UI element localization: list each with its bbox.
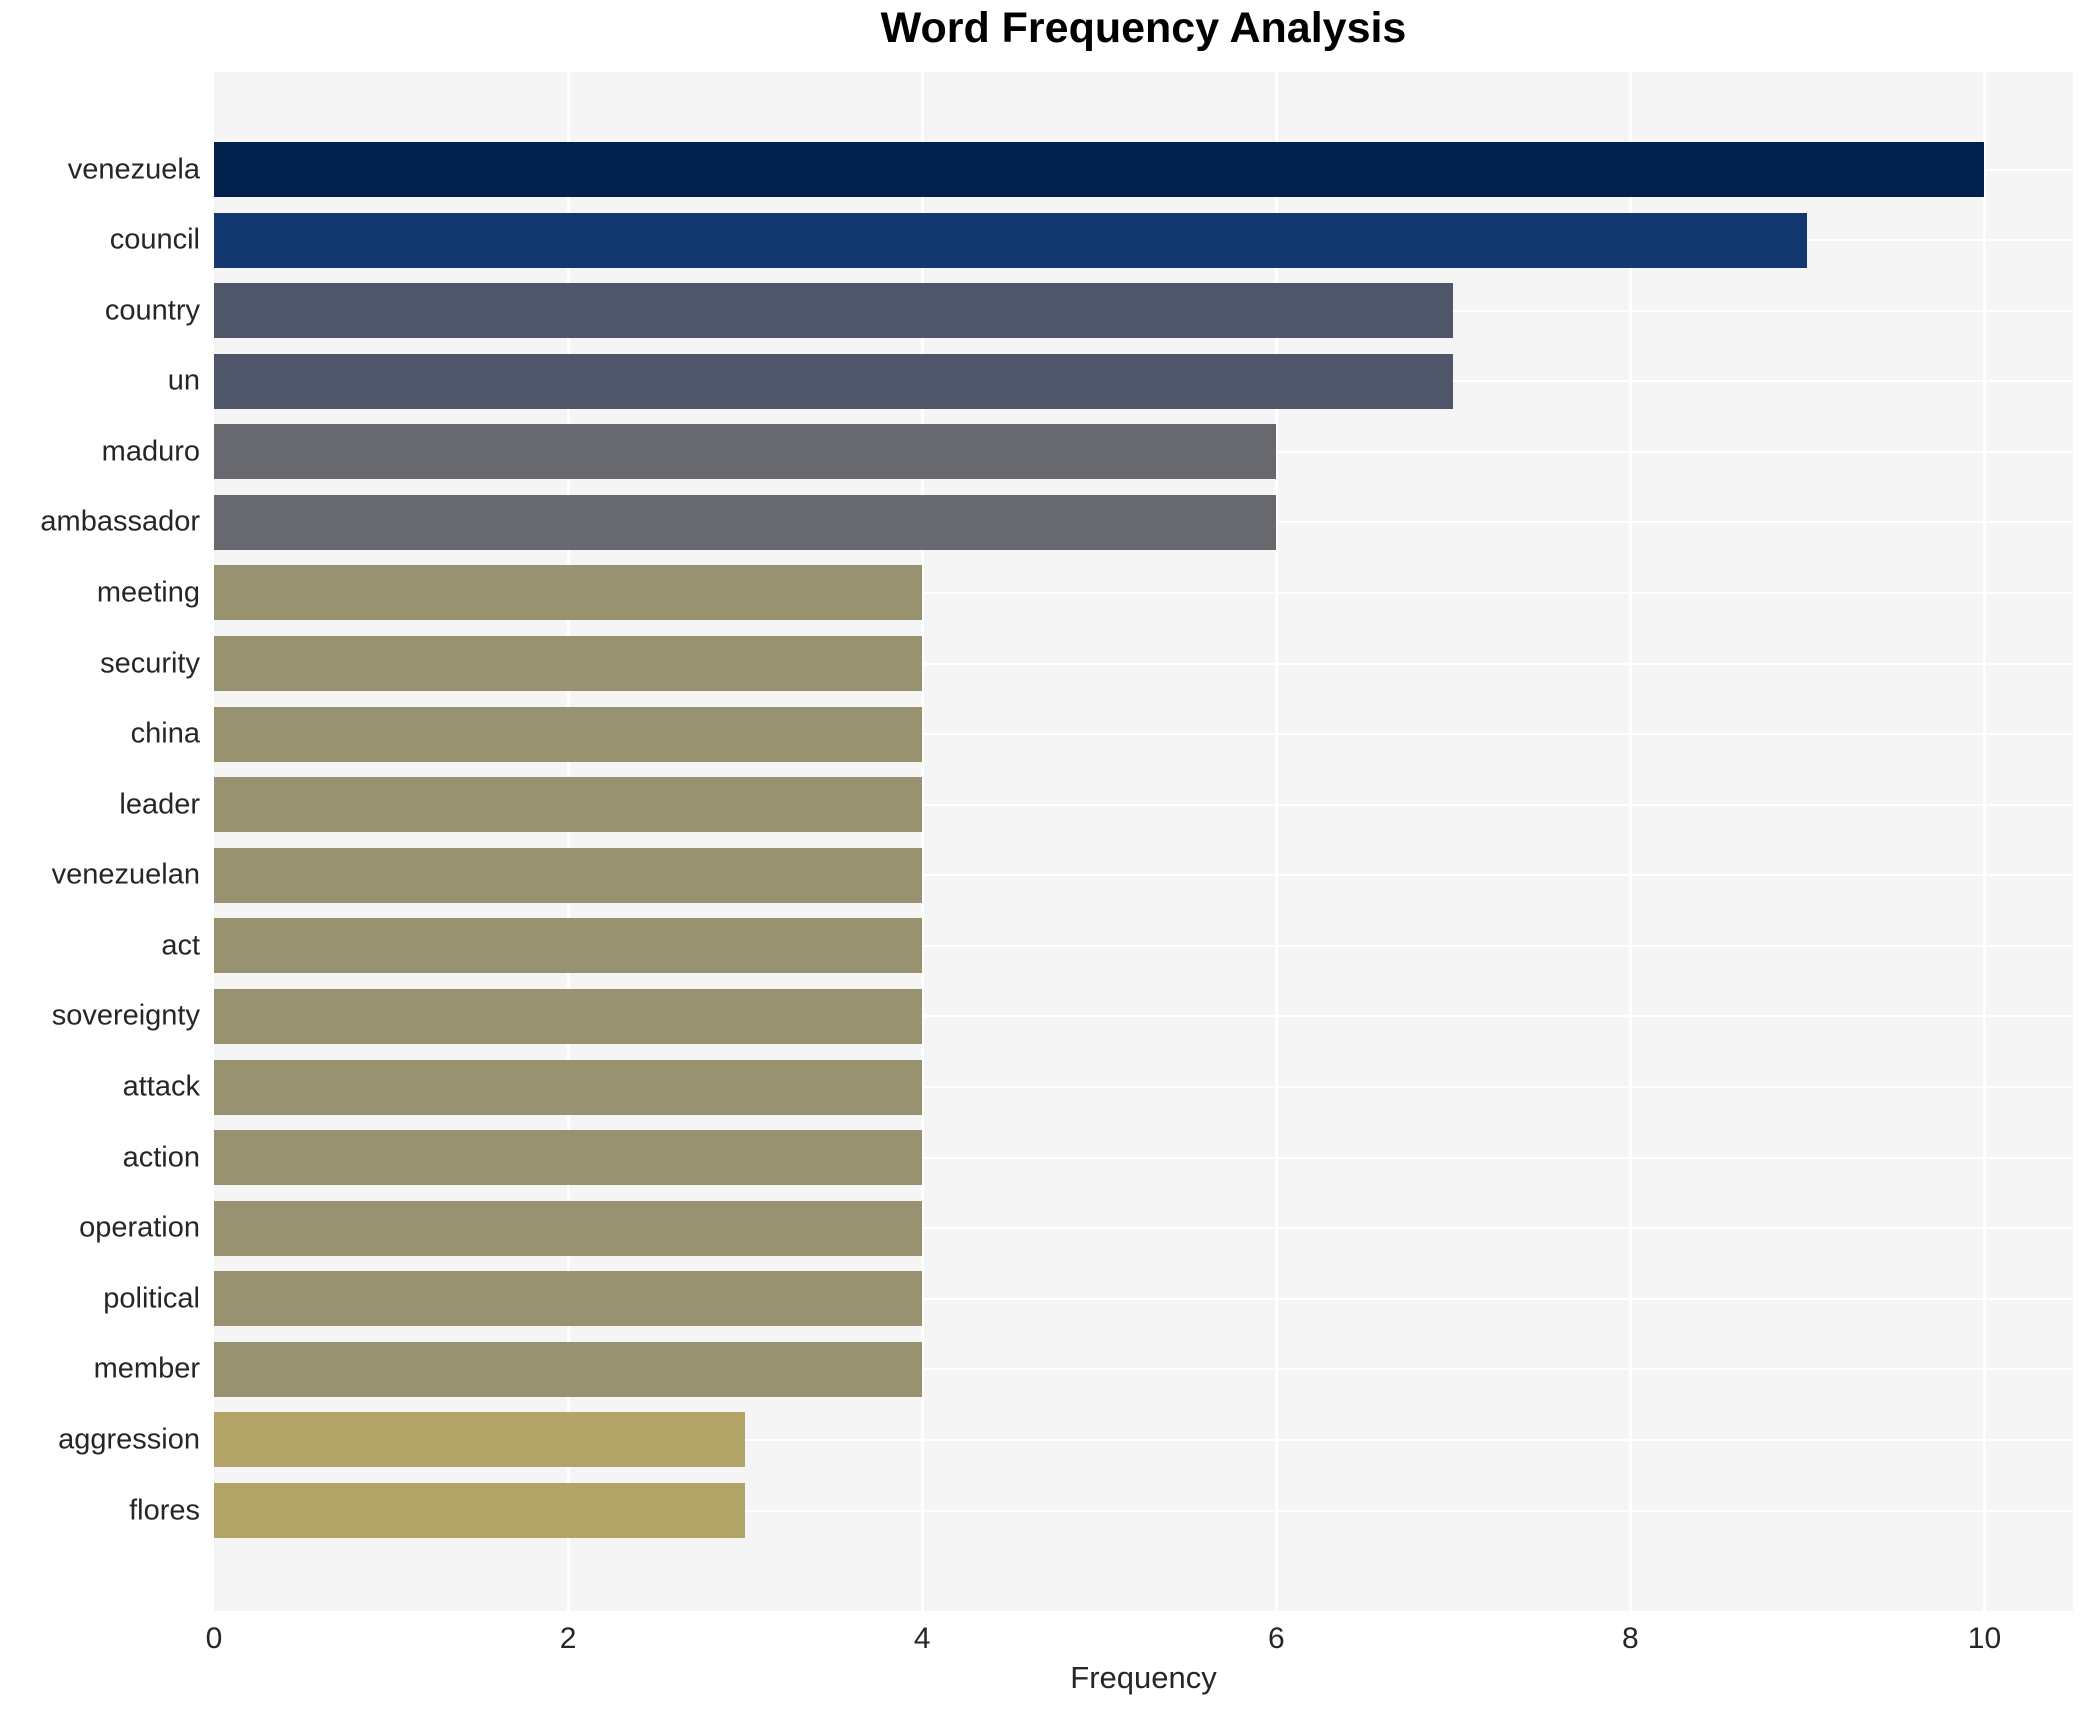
- horizontal-gridline: [214, 944, 2073, 947]
- horizontal-gridline: [214, 1015, 2073, 1018]
- bar-aggression: [214, 1412, 746, 1468]
- vertical-gridline-10: [1982, 72, 1986, 1611]
- horizontal-gridline: [214, 1227, 2073, 1230]
- vertical-gridline-2: [566, 72, 570, 1611]
- y-label-operation: operation: [79, 1211, 200, 1244]
- bar-flores: [214, 1483, 746, 1538]
- bar-act: [214, 918, 923, 974]
- bar-meeting: [214, 565, 923, 621]
- y-label-member: member: [93, 1352, 200, 1385]
- bar-action: [214, 1130, 923, 1186]
- horizontal-gridline: [214, 1086, 2073, 1089]
- y-label-country: country: [104, 294, 200, 327]
- horizontal-gridline: [214, 591, 2073, 594]
- bar-ambassador: [214, 494, 1277, 550]
- bar-un: [214, 353, 1454, 409]
- x-tick-0: 0: [205, 1622, 223, 1655]
- y-label-un: un: [167, 364, 200, 397]
- plot-area: [214, 72, 2073, 1611]
- horizontal-gridline: [214, 803, 2073, 806]
- y-label-maduro: maduro: [101, 435, 200, 468]
- y-label-sovereignty: sovereignty: [51, 999, 200, 1032]
- horizontal-gridline: [214, 1368, 2073, 1371]
- bar-attack: [214, 1059, 923, 1115]
- bar-china: [214, 706, 923, 762]
- bar-security: [214, 636, 923, 692]
- y-label-leader: leader: [119, 788, 200, 821]
- y-label-political: political: [103, 1282, 200, 1315]
- vertical-gridline-4: [920, 72, 924, 1611]
- chart-title: Word Frequency Analysis: [880, 4, 1407, 52]
- horizontal-gridline: [214, 733, 2073, 736]
- y-label-attack: attack: [122, 1070, 200, 1103]
- y-label-venezuelan: venezuelan: [51, 858, 200, 891]
- y-label-ambassador: ambassador: [40, 505, 200, 538]
- y-label-action: action: [122, 1141, 200, 1174]
- horizontal-gridline: [214, 1297, 2073, 1300]
- bar-council: [214, 212, 1808, 268]
- bar-leader: [214, 777, 923, 833]
- y-label-china: china: [130, 717, 200, 750]
- horizontal-gridline: [214, 1156, 2073, 1159]
- y-label-venezuela: venezuela: [67, 153, 200, 185]
- bar-venezuela: [214, 142, 1985, 197]
- horizontal-gridline: [214, 662, 2073, 665]
- bar-maduro: [214, 424, 1277, 480]
- y-label-act: act: [161, 929, 200, 962]
- x-tick-8: 8: [1622, 1622, 1639, 1655]
- x-tick-2: 2: [559, 1622, 577, 1655]
- horizontal-gridline: [214, 1509, 2073, 1512]
- bar-venezuelan: [214, 847, 923, 903]
- y-axis-labels: venezuela council country un maduro ambassado…: [0, 72, 200, 1611]
- vertical-gridline-6: [1274, 72, 1278, 1611]
- x-axis-title: Frequency: [1070, 1660, 1217, 1695]
- y-label-meeting: meeting: [96, 576, 200, 609]
- bar-sovereignty: [214, 988, 923, 1044]
- horizontal-gridline: [214, 1438, 2073, 1441]
- bar-operation: [214, 1200, 923, 1256]
- bar-country: [214, 283, 1454, 339]
- x-axis-ticks: 0 2 4 6 8 10: [206, 1622, 2073, 1664]
- y-label-aggression: aggression: [58, 1423, 200, 1456]
- bar-member: [214, 1341, 923, 1397]
- vertical-gridline-8: [1628, 72, 1632, 1611]
- horizontal-gridline: [214, 874, 2073, 877]
- y-label-security: security: [100, 647, 200, 680]
- bar-political: [214, 1271, 923, 1327]
- x-tick-6: 6: [1267, 1622, 1285, 1655]
- x-tick-10: 10: [1967, 1622, 2002, 1655]
- y-label-flores: flores: [129, 1494, 200, 1526]
- x-tick-4: 4: [913, 1622, 931, 1655]
- y-label-council: council: [109, 223, 200, 256]
